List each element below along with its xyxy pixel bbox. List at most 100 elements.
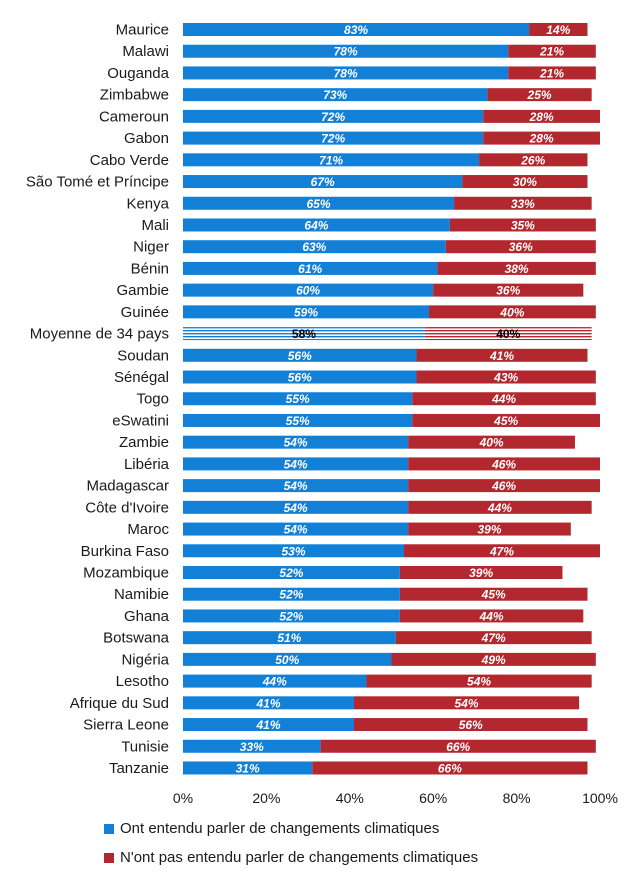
- value-label-not-heard: 39%: [477, 523, 501, 537]
- category-label: Mali: [141, 217, 169, 234]
- value-label-not-heard: 66%: [446, 740, 470, 754]
- value-label-not-heard: 46%: [491, 457, 516, 471]
- value-label-heard: 33%: [240, 740, 264, 754]
- bar-heard-row-9: [183, 218, 450, 232]
- value-label-heard: 53%: [281, 544, 305, 558]
- value-label-not-heard: 43%: [493, 371, 518, 385]
- value-label-heard: 67%: [311, 175, 335, 189]
- x-tick-label: 20%: [252, 790, 280, 806]
- bar-not-heard-row-15: [416, 348, 588, 362]
- category-label: Afrique du Sud: [70, 695, 169, 712]
- value-label-heard: 58%: [292, 327, 316, 341]
- category-label: Libéria: [124, 456, 170, 473]
- bar-heard-row-25: [183, 566, 400, 579]
- category-label: Mozambique: [83, 565, 169, 582]
- bar-heard-row-10: [183, 240, 446, 254]
- bar-not-heard-row-21: [408, 479, 600, 493]
- value-label-heard: 55%: [286, 392, 310, 406]
- bar-heard-row-26: [183, 587, 400, 601]
- value-label-not-heard: 46%: [491, 479, 516, 493]
- value-label-heard: 52%: [279, 588, 303, 602]
- value-label-not-heard: 40%: [479, 436, 504, 450]
- category-label: Lesotho: [116, 673, 169, 690]
- bar-heard-row-7: [183, 175, 463, 189]
- bar-not-heard-row-23: [408, 522, 571, 536]
- value-label-not-heard: 39%: [469, 566, 493, 580]
- category-label: Sierra Leone: [83, 717, 169, 734]
- value-label-not-heard: 30%: [513, 175, 537, 189]
- value-label-heard: 54%: [284, 523, 308, 537]
- value-label-not-heard: 45%: [481, 588, 506, 602]
- value-label-not-heard: 47%: [481, 631, 506, 645]
- category-label: Sénégal: [114, 369, 169, 386]
- value-label-not-heard: 14%: [546, 23, 570, 37]
- value-label-heard: 61%: [298, 262, 322, 276]
- bar-heard-row-30: [183, 674, 367, 688]
- bar-heard-row-2: [183, 66, 509, 80]
- value-label-heard: 44%: [262, 675, 287, 689]
- bar-heard-row-6: [183, 153, 480, 167]
- category-label: Cameroun: [99, 108, 169, 125]
- bar-not-heard-row-8: [454, 196, 592, 210]
- category-label: Soudan: [117, 347, 169, 364]
- x-tick-label: 0%: [173, 790, 193, 806]
- bar-heard-row-21: [183, 479, 409, 493]
- bar-heard-row-5: [183, 131, 484, 145]
- value-label-not-heard: 45%: [493, 414, 518, 428]
- bar-not-heard-row-31: [353, 696, 580, 710]
- bar-not-heard-row-16: [416, 370, 596, 384]
- value-label-heard: 41%: [255, 718, 280, 732]
- category-label: Côte d'Ivoire: [85, 499, 169, 516]
- value-label-not-heard: 66%: [438, 761, 462, 775]
- value-label-heard: 72%: [321, 110, 345, 124]
- value-label-not-heard: 56%: [459, 718, 483, 732]
- value-label-not-heard: 44%: [487, 501, 512, 515]
- value-label-not-heard: 35%: [511, 218, 535, 232]
- x-tick-label: 60%: [419, 790, 447, 806]
- legend-item-heard: Ont entendu parler de changements climat…: [104, 820, 439, 837]
- bar-not-heard-row-30: [366, 674, 592, 688]
- bar-heard-row-29: [183, 652, 392, 666]
- bar-heard-row-19: [183, 435, 409, 449]
- bar-not-heard-row-5: [483, 131, 600, 145]
- bar-not-heard-row-1: [508, 44, 596, 58]
- value-label-not-heard: 25%: [527, 88, 552, 102]
- category-label: Gambie: [116, 282, 169, 299]
- value-label-heard: 73%: [323, 88, 347, 102]
- value-label-heard: 54%: [284, 501, 308, 515]
- category-label: Maroc: [127, 521, 169, 538]
- bar-not-heard-row-3: [487, 88, 592, 102]
- bar-heard-row-27: [183, 609, 400, 623]
- value-label-not-heard: 44%: [479, 609, 504, 623]
- value-label-not-heard: 41%: [489, 349, 514, 363]
- bar-heard-row-20: [183, 457, 409, 471]
- value-label-not-heard: 38%: [505, 262, 529, 276]
- x-tick-label: 40%: [336, 790, 364, 806]
- value-label-heard: 56%: [288, 371, 312, 385]
- value-label-not-heard: 40%: [496, 327, 520, 341]
- bar-heard-row-3: [183, 88, 488, 102]
- value-label-heard: 52%: [279, 609, 303, 623]
- bar-heard-row-22: [183, 500, 409, 514]
- category-label: Ouganda: [107, 65, 169, 82]
- value-label-heard: 78%: [334, 66, 358, 80]
- legend-label-not-heard: N'ont pas entendu parler de changements …: [120, 849, 479, 866]
- bar-not-heard-row-24: [404, 544, 600, 558]
- legend-swatch-blue: [104, 823, 114, 834]
- bar-heard-row-4: [183, 109, 484, 123]
- bar-heard-row-12: [183, 283, 434, 297]
- bar-heard-row-13: [183, 305, 430, 319]
- value-label-not-heard: 28%: [529, 132, 554, 146]
- value-label-not-heard: 28%: [529, 110, 554, 124]
- category-label: Malawi: [122, 43, 169, 60]
- bar-heard-row-16: [183, 370, 417, 384]
- value-label-not-heard: 33%: [511, 197, 535, 211]
- bar-heard-row-1: [183, 44, 509, 58]
- category-label: Nigéria: [121, 651, 169, 668]
- x-tick-label: 80%: [503, 790, 531, 806]
- bar-not-heard-row-22: [408, 500, 592, 514]
- value-label-heard: 52%: [279, 566, 303, 580]
- value-label-heard: 60%: [296, 284, 320, 298]
- bar-not-heard-row-4: [483, 109, 600, 123]
- bar-heard-row-23: [183, 522, 409, 536]
